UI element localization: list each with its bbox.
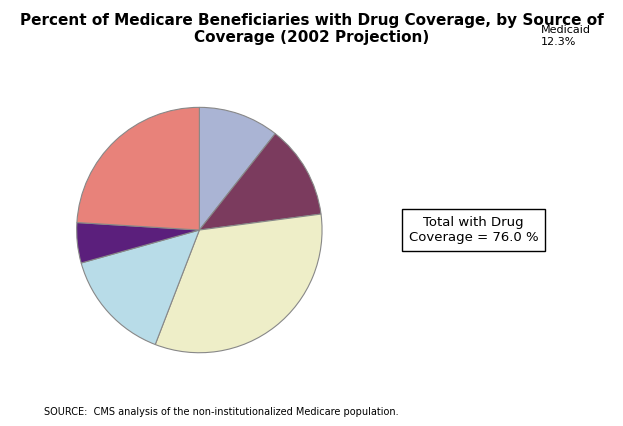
Wedge shape	[155, 214, 322, 353]
Text: Total with Drug
Coverage = 76.0 %: Total with Drug Coverage = 76.0 %	[409, 216, 538, 244]
Wedge shape	[81, 230, 199, 345]
Text: Percent of Medicare Beneficiaries with Drug Coverage, by Source of
Coverage (200: Percent of Medicare Beneficiaries with D…	[20, 13, 603, 45]
Text: SOURCE:  CMS analysis of the non-institutionalized Medicare population.: SOURCE: CMS analysis of the non-institut…	[44, 408, 398, 417]
Wedge shape	[199, 134, 321, 230]
Wedge shape	[199, 107, 275, 230]
Text: Medicaid
12.3%: Medicaid 12.3%	[541, 25, 591, 47]
Wedge shape	[77, 222, 199, 263]
Wedge shape	[77, 107, 199, 230]
